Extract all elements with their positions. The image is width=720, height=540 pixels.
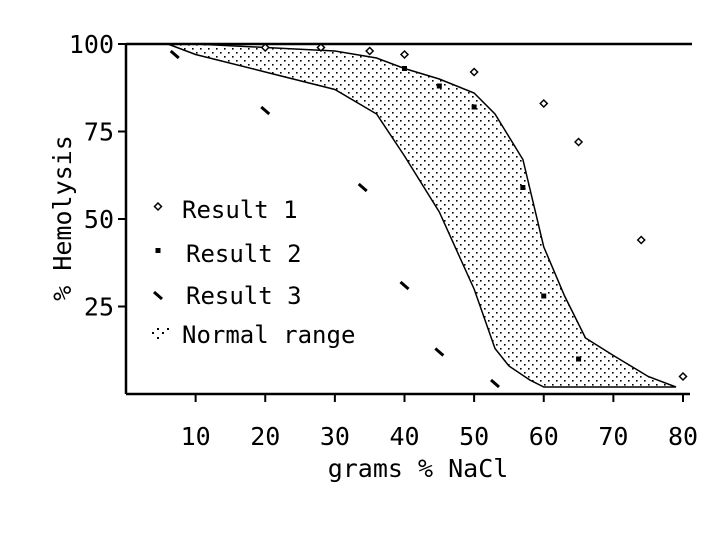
result-1-point [574, 137, 584, 147]
y-axis-label: % Hemolysis [48, 135, 77, 301]
data-points [169, 42, 688, 389]
legend-label-result-2: Result 2 [186, 240, 302, 268]
tick-labels: 10 20 30 40 50 60 70 80 100 75 50 25 [69, 30, 698, 451]
result-2-point [471, 104, 477, 110]
y-tick-label: 25 [84, 293, 114, 322]
x-axis-label: grams % NaCl [328, 454, 509, 483]
legend-item-result-2: Result 2 [155, 240, 302, 268]
y-tick-label: 100 [69, 30, 114, 59]
result-1-point [636, 235, 646, 245]
legend-label-normal-range: Normal range [182, 321, 355, 349]
x-tick-label: 10 [181, 422, 211, 451]
result-2-point [541, 293, 547, 299]
legend-label-result-1: Result 1 [182, 196, 298, 224]
legend: Result 1 Result 2 Result 3 Normal range [152, 196, 355, 349]
result-2-point [520, 185, 526, 190]
normal-range-area [167, 43, 677, 388]
result-1-point [365, 46, 375, 56]
x-tick-label: 80 [668, 422, 698, 451]
result-3-point [434, 347, 445, 357]
result-3-point [490, 378, 501, 389]
result-3-point [260, 105, 271, 116]
result-1-point [539, 98, 549, 109]
result-3-point [399, 280, 410, 291]
result-1-point [260, 42, 270, 53]
legend-item-normal-range: Normal range [152, 321, 355, 349]
legend-label-result-3: Result 3 [186, 282, 302, 310]
tick-marks [118, 43, 684, 402]
diamond-marker-icon [153, 201, 163, 212]
result-3-point [169, 49, 180, 60]
legend-item-result-1: Result 1 [153, 196, 298, 224]
x-tick-label: 50 [459, 422, 489, 451]
result-1-point [678, 371, 688, 382]
x-tick-label: 70 [598, 422, 628, 451]
result-2-point [402, 66, 407, 71]
x-tick-label: 20 [250, 422, 280, 451]
y-tick-label: 50 [84, 205, 114, 234]
result-2-point [436, 83, 442, 89]
result-1-point [316, 42, 326, 53]
x-tick-label: 60 [529, 422, 559, 451]
result-1-point [469, 67, 479, 77]
dot-marker-icon [155, 248, 161, 253]
x-tick-label: 30 [320, 422, 350, 451]
result-1-point [399, 49, 410, 60]
dotted-area-icon [152, 328, 169, 339]
legend-item-result-3: Result 3 [153, 282, 302, 310]
dash-marker-icon [153, 290, 163, 301]
result-3-point [357, 182, 368, 193]
y-tick-label: 75 [84, 118, 114, 147]
x-tick-label: 40 [389, 422, 419, 451]
result-2-point [576, 356, 582, 362]
